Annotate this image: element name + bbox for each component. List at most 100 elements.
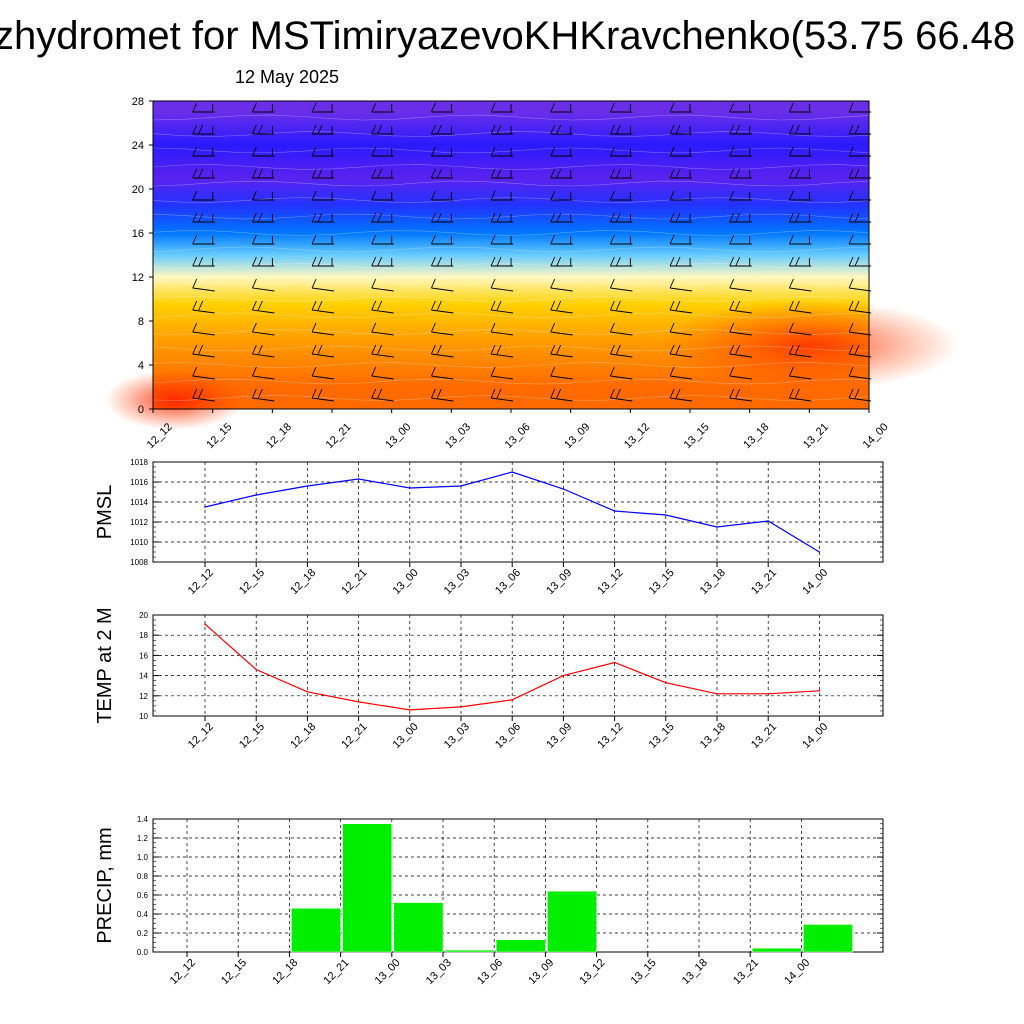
wind-barb	[610, 309, 633, 314]
wind-barb-flag	[788, 102, 794, 113]
wind-barb-flag	[609, 344, 615, 355]
wind-barb-flag	[257, 344, 263, 355]
contour-line	[152, 378, 870, 385]
precip-bar	[803, 924, 853, 953]
wind-barb-flag	[848, 124, 854, 135]
wind-barb-flag	[192, 168, 198, 179]
wind-barb	[311, 375, 335, 380]
wind-barb-flag	[490, 168, 496, 179]
wind-barb-flag	[729, 124, 735, 135]
date-label: 12 May 2025	[235, 67, 340, 87]
wind-barb	[729, 331, 752, 336]
wind-barb-flag	[788, 300, 794, 311]
x-tick-label: 13_18	[698, 721, 728, 751]
wind-barb-flag	[436, 344, 442, 355]
wind-barb-flag	[675, 124, 681, 135]
wind-barb-flag	[854, 168, 860, 179]
wind-barb-flag	[430, 300, 436, 311]
wind-barb-flag	[669, 366, 675, 377]
wind-barb-flag	[257, 124, 263, 135]
wind-barb-flag	[788, 146, 794, 157]
data-point	[716, 692, 718, 695]
wind-barb-flag	[192, 322, 198, 333]
wind-barb-flag	[257, 168, 263, 179]
wind-barb-flag	[794, 168, 800, 179]
precip-bar	[495, 939, 546, 953]
wind-barb	[371, 375, 394, 380]
wind-barb-flag	[669, 212, 675, 223]
wind-barb-flag	[550, 366, 556, 377]
data-point	[357, 478, 360, 480]
wind-barb	[848, 309, 872, 314]
wind-barb-flag	[257, 300, 263, 311]
wind-barb	[371, 331, 394, 336]
wind-barb	[848, 331, 872, 336]
wind-barb-flag	[609, 124, 615, 135]
y-tick-label: 1012	[130, 518, 148, 527]
wind-barb-flag	[669, 102, 675, 113]
data-point	[767, 692, 769, 695]
wind-barb-flag	[251, 388, 257, 399]
y-tick-label: 0	[138, 404, 144, 416]
wind-barb-flag	[609, 300, 615, 311]
wind-barb	[789, 353, 812, 358]
y-tick-label: 10	[139, 712, 148, 721]
wind-barb	[789, 331, 812, 336]
wind-barb	[669, 375, 693, 380]
wind-barb-flag	[848, 102, 854, 113]
y-tick-label: 12	[139, 692, 148, 701]
wind-barb-flag	[490, 300, 496, 311]
wind-barb-flag	[371, 212, 377, 223]
wind-barb-flag	[490, 366, 496, 377]
wind-barb-flag	[436, 300, 442, 311]
wind-barb-flag	[257, 388, 263, 399]
x-tick-label: 13_06	[493, 721, 523, 751]
wind-barb-flag	[609, 322, 615, 333]
wind-barb-flag	[436, 124, 442, 135]
data-point	[665, 681, 667, 684]
wind-barb-flag	[729, 146, 735, 157]
wind-barb-flag	[729, 168, 735, 179]
wind-barb-flag	[609, 256, 615, 267]
wind-barb-flag	[251, 344, 257, 355]
wind-barb-flag	[788, 278, 794, 289]
wind-barb-flag	[615, 212, 621, 223]
wind-barb	[550, 375, 573, 380]
precip-bar	[342, 823, 393, 953]
y-tick-label: 16	[139, 651, 148, 660]
data-point	[255, 494, 257, 496]
wind-barb-flag	[311, 366, 317, 377]
wind-barb-flag	[848, 234, 854, 245]
wind-barb-flag	[788, 190, 794, 201]
x-tick-label: 13_09	[544, 721, 574, 751]
wind-barb-flag	[430, 278, 436, 289]
wind-barb-flag	[729, 388, 735, 399]
wind-barb-flag	[311, 102, 317, 113]
x-tick-label: 13_03	[442, 721, 472, 751]
y-tick-label: 28	[132, 96, 144, 108]
data-point	[818, 551, 821, 553]
wind-barb-flag	[669, 388, 675, 399]
y-tick-label: 0.6	[137, 891, 149, 900]
wind-barb	[252, 353, 275, 358]
y-tick-label: 20	[132, 184, 144, 196]
wind-barb-flag	[311, 344, 317, 355]
wind-barb	[550, 309, 573, 314]
x-tick-label: 12_12	[168, 957, 198, 987]
data-point	[306, 690, 309, 693]
wind-barb-flag	[556, 300, 562, 311]
wind-barb-flag	[311, 146, 317, 157]
precip-bar	[751, 947, 802, 953]
wind-barb-flag	[669, 190, 675, 201]
wind-barb-flag	[848, 256, 854, 267]
wind-barb-flag	[729, 212, 735, 223]
data-point	[255, 668, 257, 671]
wind-barb-flag	[311, 124, 317, 135]
wind-barb-flag	[192, 190, 198, 201]
data-point	[306, 485, 309, 487]
wind-barb	[789, 375, 812, 380]
wind-barb	[610, 287, 633, 292]
x-tick-label: 12_21	[324, 421, 354, 451]
wind-barb-flag	[496, 344, 502, 355]
wind-barb	[550, 353, 573, 358]
